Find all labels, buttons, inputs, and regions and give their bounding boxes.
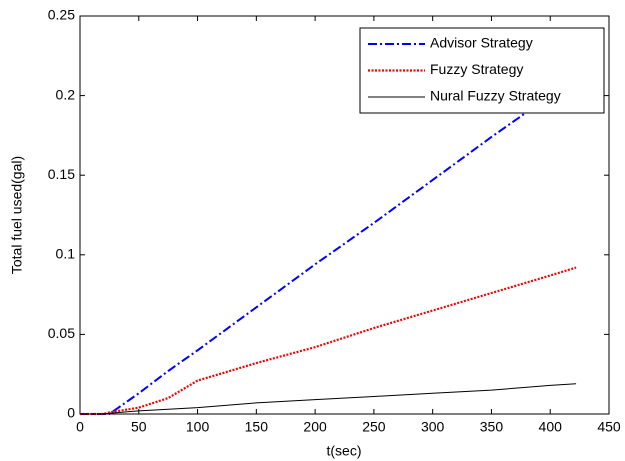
y-tick-label: 0 — [67, 405, 75, 421]
x-tick-label: 300 — [421, 419, 445, 435]
y-tick-label: 0.15 — [48, 166, 75, 182]
series-line — [80, 266, 577, 416]
legend-label: Fuzzy Strategy — [430, 61, 523, 77]
x-axis-label: t(sec) — [327, 443, 362, 459]
series-line — [80, 75, 577, 415]
y-tick-label: 0.05 — [48, 325, 75, 341]
x-tick-label: 350 — [480, 419, 504, 435]
series-line — [80, 383, 577, 415]
y-tick-label: 0.1 — [56, 246, 76, 262]
x-tick-label: 100 — [186, 419, 210, 435]
legend-label: Advisor Strategy — [430, 35, 533, 51]
x-tick-label: 250 — [362, 419, 386, 435]
x-tick-label: 200 — [303, 419, 327, 435]
y-tick-label: 0.25 — [48, 7, 75, 23]
x-tick-label: 150 — [245, 419, 269, 435]
y-tick-label: 0.2 — [56, 86, 76, 102]
x-tick-label: 450 — [597, 419, 621, 435]
y-axis-label: Total fuel used(gal) — [9, 156, 25, 274]
x-tick-label: 0 — [76, 419, 84, 435]
x-tick-label: 400 — [539, 419, 563, 435]
legend-label: Nural Fuzzy Strategy — [430, 88, 561, 104]
x-tick-label: 50 — [131, 419, 147, 435]
